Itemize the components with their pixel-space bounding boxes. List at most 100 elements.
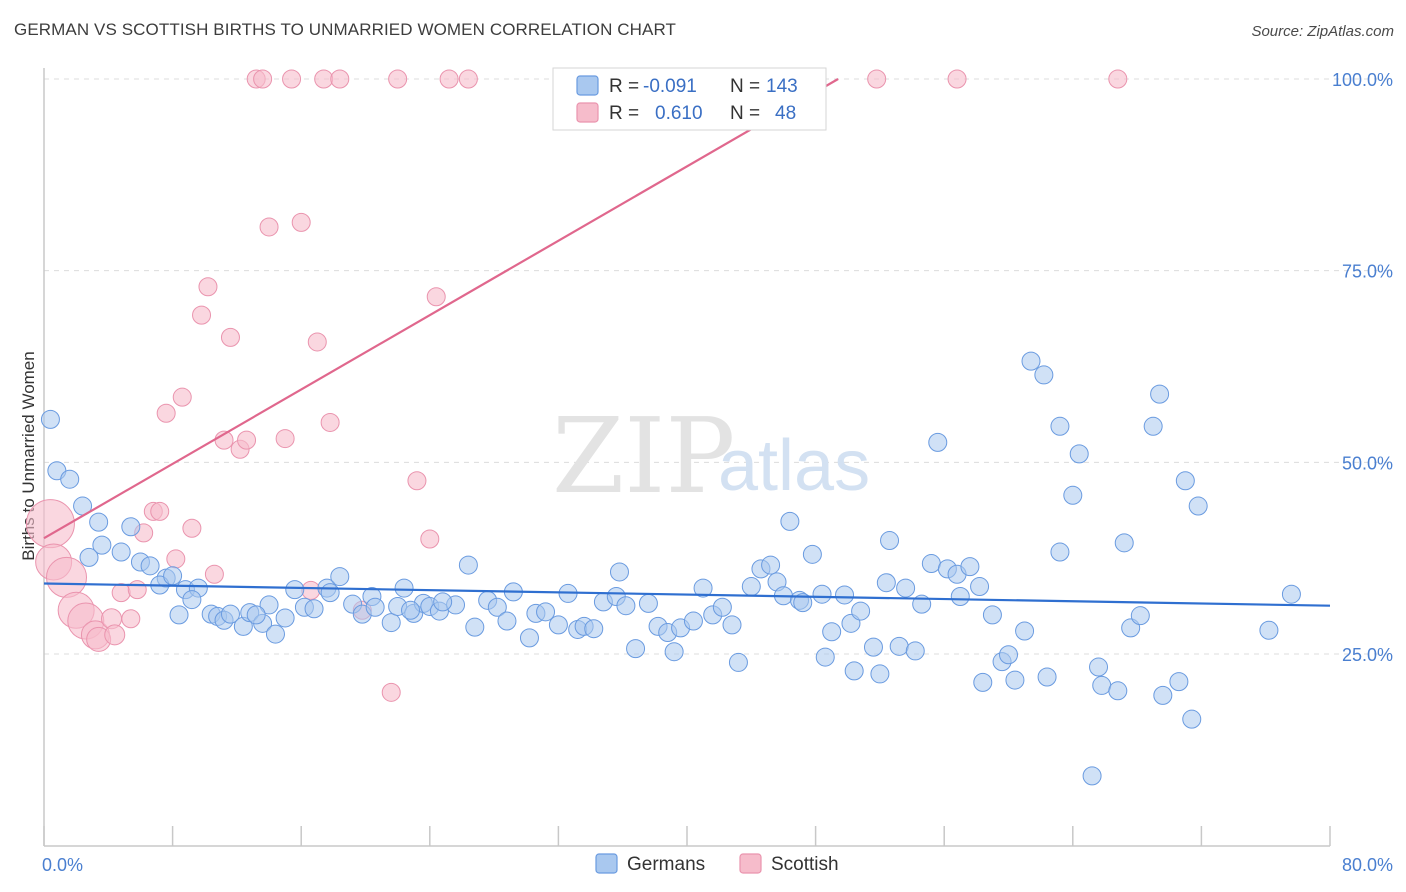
watermark-zip: ZIP [552, 395, 735, 517]
germans-point [722, 615, 742, 635]
scottish-point [381, 682, 401, 702]
scottish-point [291, 212, 311, 232]
germans-point [802, 544, 822, 564]
germans-point [1143, 416, 1163, 436]
germans-point [121, 517, 141, 537]
scottish-point [253, 69, 273, 89]
scottish-point [420, 529, 440, 549]
germans-point [921, 554, 941, 574]
germans-point [536, 602, 556, 622]
scottish-point [458, 69, 478, 89]
germans-point [265, 624, 285, 644]
scottish-point [282, 69, 302, 89]
scottish-trend-line [43, 78, 839, 540]
y-tick-labels: 25.0% 50.0% 75.0% 100.0% [1332, 70, 1393, 665]
legend-n-value-germans: 143 [766, 76, 798, 97]
germans-point [1005, 670, 1025, 690]
germans-point [1050, 542, 1070, 562]
germans-point [92, 535, 112, 555]
germans-point [870, 664, 890, 684]
germans-point [1021, 351, 1041, 371]
germans-point [169, 605, 189, 625]
germans-point [365, 597, 385, 617]
scottish-point [121, 609, 141, 629]
germans-point [1092, 675, 1112, 695]
germans-point [304, 599, 324, 619]
x-tick-marks [43, 826, 1331, 846]
germans-point [835, 585, 855, 605]
germans-point [973, 672, 993, 692]
germans-point [487, 597, 507, 617]
scottish-point [867, 69, 887, 89]
grid-lines [44, 78, 1392, 655]
germans-point [433, 592, 453, 612]
legend-n-label-scottish: N = [730, 103, 760, 124]
germans-point [1114, 533, 1134, 553]
scottish-point [947, 69, 967, 89]
x-tick-label-min: 0.0% [42, 855, 83, 875]
germans-point [458, 555, 478, 575]
source-label: Source: ZipAtlas.com [1251, 23, 1394, 40]
legend-r-label-germans: R = [609, 76, 639, 97]
scottish-point [1108, 69, 1128, 89]
germans-point [1169, 672, 1189, 692]
scottish-point [166, 549, 186, 569]
germans-point [1153, 685, 1173, 705]
germans-point [741, 577, 761, 597]
y-tick-label: 25.0% [1342, 645, 1393, 665]
germans-point [111, 542, 131, 562]
germans-point [1130, 606, 1150, 626]
germans-point [880, 531, 900, 551]
germans-point [285, 580, 305, 600]
scottish-point [198, 277, 218, 297]
germans-point [863, 637, 883, 657]
correlation-legend: R = -0.091 N = 143 R = 0.610 N = 48 [552, 67, 827, 131]
germans-point [1050, 416, 1070, 436]
legend-n-label-germans: N = [730, 76, 760, 97]
scottish-point [330, 69, 350, 89]
germans-point [982, 605, 1002, 625]
scottish-points [25, 69, 1128, 702]
scottish-point [320, 412, 340, 432]
germans-point [815, 647, 835, 667]
legend-n-value-scottish: 48 [775, 103, 796, 124]
scottish-point [156, 403, 176, 423]
germans-point [793, 593, 813, 613]
legend-swatch-scottish [576, 102, 599, 123]
scottish-point [439, 69, 459, 89]
scottish-point [407, 471, 427, 491]
scottish-point [237, 430, 257, 450]
germans-point [548, 615, 568, 635]
germans-point [497, 611, 517, 631]
bottom-legend-scottish: Scottish [771, 854, 839, 875]
germans-point [812, 584, 832, 604]
scottish-point [127, 580, 147, 600]
legend-r-value-scottish: 0.610 [655, 103, 703, 124]
germans-point [60, 469, 80, 489]
trend-lines [43, 78, 1331, 607]
germans-point [905, 641, 925, 661]
germans-point [780, 511, 800, 531]
scottish-point [150, 501, 170, 521]
bottom-legend-swatch-scottish [739, 853, 762, 874]
scottish-point [204, 564, 224, 584]
germans-point [1037, 667, 1057, 687]
germans-point [584, 619, 604, 639]
germans-point [950, 587, 970, 606]
germans-point [140, 556, 160, 576]
germans-point [616, 596, 636, 616]
germans-point [1188, 496, 1208, 516]
germans-point [728, 652, 748, 672]
germans-point [1034, 365, 1054, 385]
germans-point [693, 578, 713, 598]
scottish-point [46, 556, 88, 598]
germans-point [330, 567, 350, 587]
germans-point [381, 613, 401, 633]
legend-swatch-germans [576, 75, 599, 96]
germans-point [465, 617, 485, 637]
legend-r-label-scottish: R = [609, 103, 639, 124]
germans-point [320, 583, 340, 603]
germans-point [79, 547, 99, 567]
scottish-point [301, 580, 321, 600]
germans-point [220, 604, 240, 624]
